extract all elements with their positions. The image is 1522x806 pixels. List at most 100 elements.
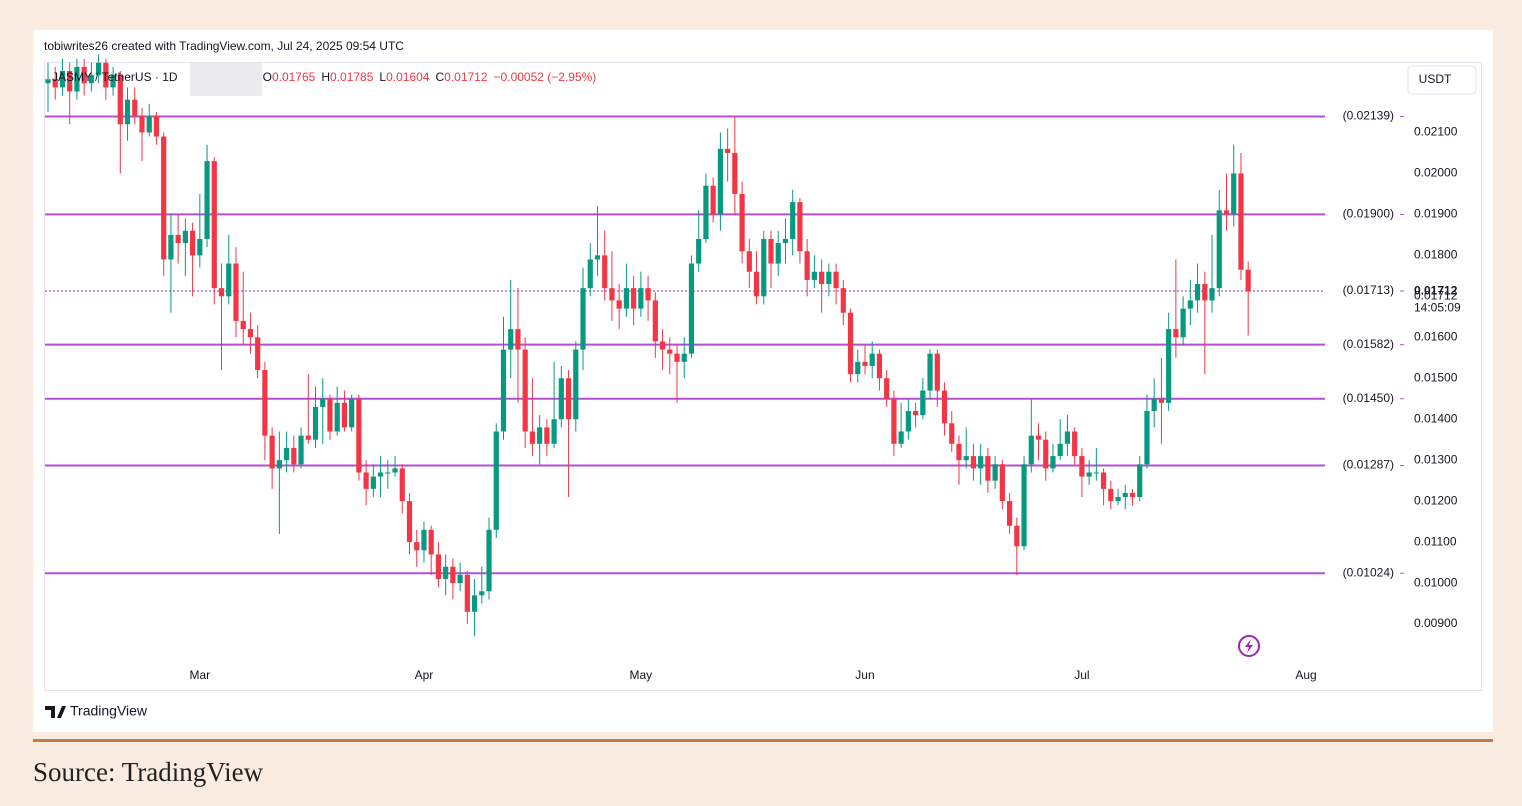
- bolt: [1245, 639, 1253, 653]
- candle-body: [124, 99, 131, 125]
- candle-body: [457, 574, 463, 584]
- candle-body: [876, 353, 883, 379]
- candle-body: [775, 243, 781, 264]
- candle-body: [204, 161, 210, 239]
- candle-body: [1043, 439, 1049, 469]
- candle-body: [884, 378, 890, 399]
- candle-body: [161, 136, 167, 260]
- candle-body: [717, 148, 723, 215]
- candle-body: [406, 501, 413, 543]
- candle-body: [645, 288, 651, 301]
- candle-body: [1231, 173, 1237, 215]
- y-tick-label: 0.01100: [1414, 534, 1457, 548]
- currency: USDT: [1419, 72, 1452, 86]
- legend-key: L: [379, 70, 386, 84]
- candle-body: [847, 312, 854, 375]
- alert-icon[interactable]: [1238, 635, 1260, 657]
- candle-body: [356, 398, 362, 473]
- card: [33, 30, 1493, 732]
- candle-body: [305, 435, 311, 440]
- candle-body: [529, 431, 536, 444]
- candle-body: [1209, 288, 1215, 301]
- candle-body: [377, 472, 384, 477]
- candle-body: [985, 456, 991, 481]
- candle-body: [1173, 329, 1179, 338]
- candle-body: [226, 263, 232, 297]
- candle-body: [558, 378, 564, 420]
- candle-body: [117, 75, 123, 125]
- legend-key: H: [321, 70, 330, 84]
- candle-body: [573, 349, 579, 420]
- candle-body: [1202, 284, 1208, 301]
- candle-body: [768, 238, 774, 264]
- candle-body: [1064, 431, 1071, 444]
- header: tobiwrites26 created with TradingView.co…: [44, 39, 404, 53]
- candle-body: [508, 329, 514, 350]
- candle-body: [970, 456, 977, 469]
- candle-body: [1166, 329, 1172, 403]
- candle-body: [1079, 456, 1085, 477]
- candle-body: [414, 542, 420, 551]
- candle-body: [1050, 456, 1056, 469]
- x-tick-label: Jul: [1074, 668, 1089, 682]
- x-tick-label: Aug: [1295, 668, 1316, 682]
- candle-body: [96, 62, 102, 76]
- candle-body: [761, 238, 767, 297]
- x-tick-label: May: [630, 668, 653, 682]
- candle-body: [139, 116, 145, 133]
- candle-body: [544, 427, 550, 444]
- candle-body: [1006, 501, 1013, 526]
- candle-body: [631, 288, 637, 309]
- candle-body: [464, 574, 470, 612]
- currency-button[interactable]: [1407, 65, 1477, 95]
- candle-body: [1086, 472, 1092, 477]
- candle-body: [399, 468, 405, 502]
- candle-body: [67, 71, 73, 92]
- y-tick-label: 0.01712: [1414, 288, 1458, 302]
- candle-body: [363, 472, 369, 489]
- candle-body: [450, 566, 456, 584]
- watermark: TradingView: [70, 703, 148, 719]
- candle-body: [74, 66, 80, 92]
- logo: [45, 706, 66, 718]
- candle-body: [855, 361, 861, 375]
- candle-body: [1144, 411, 1150, 465]
- candle-body: [956, 443, 962, 461]
- candle-body: [1245, 269, 1251, 292]
- candle-body: [688, 263, 695, 354]
- candle-body: [703, 185, 709, 239]
- plot: 0.00900 0.01000 0.01100 0.01200 0.01300 0.014…: [45, 54, 1461, 682]
- candle-body: [1122, 492, 1128, 498]
- candle-body: [515, 329, 521, 350]
- candle-body: [725, 148, 731, 153]
- candle-body: [110, 75, 116, 88]
- candle-body: [790, 202, 796, 239]
- candle-body: [522, 349, 528, 432]
- y-tick-label: 0.01200: [1414, 493, 1458, 507]
- candle-body: [920, 390, 926, 416]
- candle-body: [88, 75, 94, 84]
- candle-body: [471, 595, 478, 612]
- candle-body: [385, 472, 391, 474]
- candle-body: [696, 238, 702, 264]
- candle-body: [652, 300, 658, 342]
- candle-body: [1108, 488, 1114, 502]
- candle-body: [182, 230, 188, 244]
- candle-body: [797, 202, 803, 252]
- candle-body: [1194, 284, 1201, 301]
- candle-body: [905, 411, 911, 432]
- candle-body: [103, 62, 109, 88]
- candle-body: [1115, 497, 1121, 502]
- candle-body: [349, 398, 355, 428]
- level-label: (0.02139): [1343, 109, 1394, 123]
- plot-frame: [44, 62, 1482, 691]
- candle-body: [949, 423, 955, 444]
- candle-body: [999, 464, 1005, 502]
- candle-body: [370, 476, 376, 489]
- candle-body: [594, 255, 601, 260]
- candle-body: [320, 398, 326, 407]
- candle-body: [992, 464, 998, 481]
- candle-body: [493, 431, 499, 530]
- candle-body: [565, 378, 572, 420]
